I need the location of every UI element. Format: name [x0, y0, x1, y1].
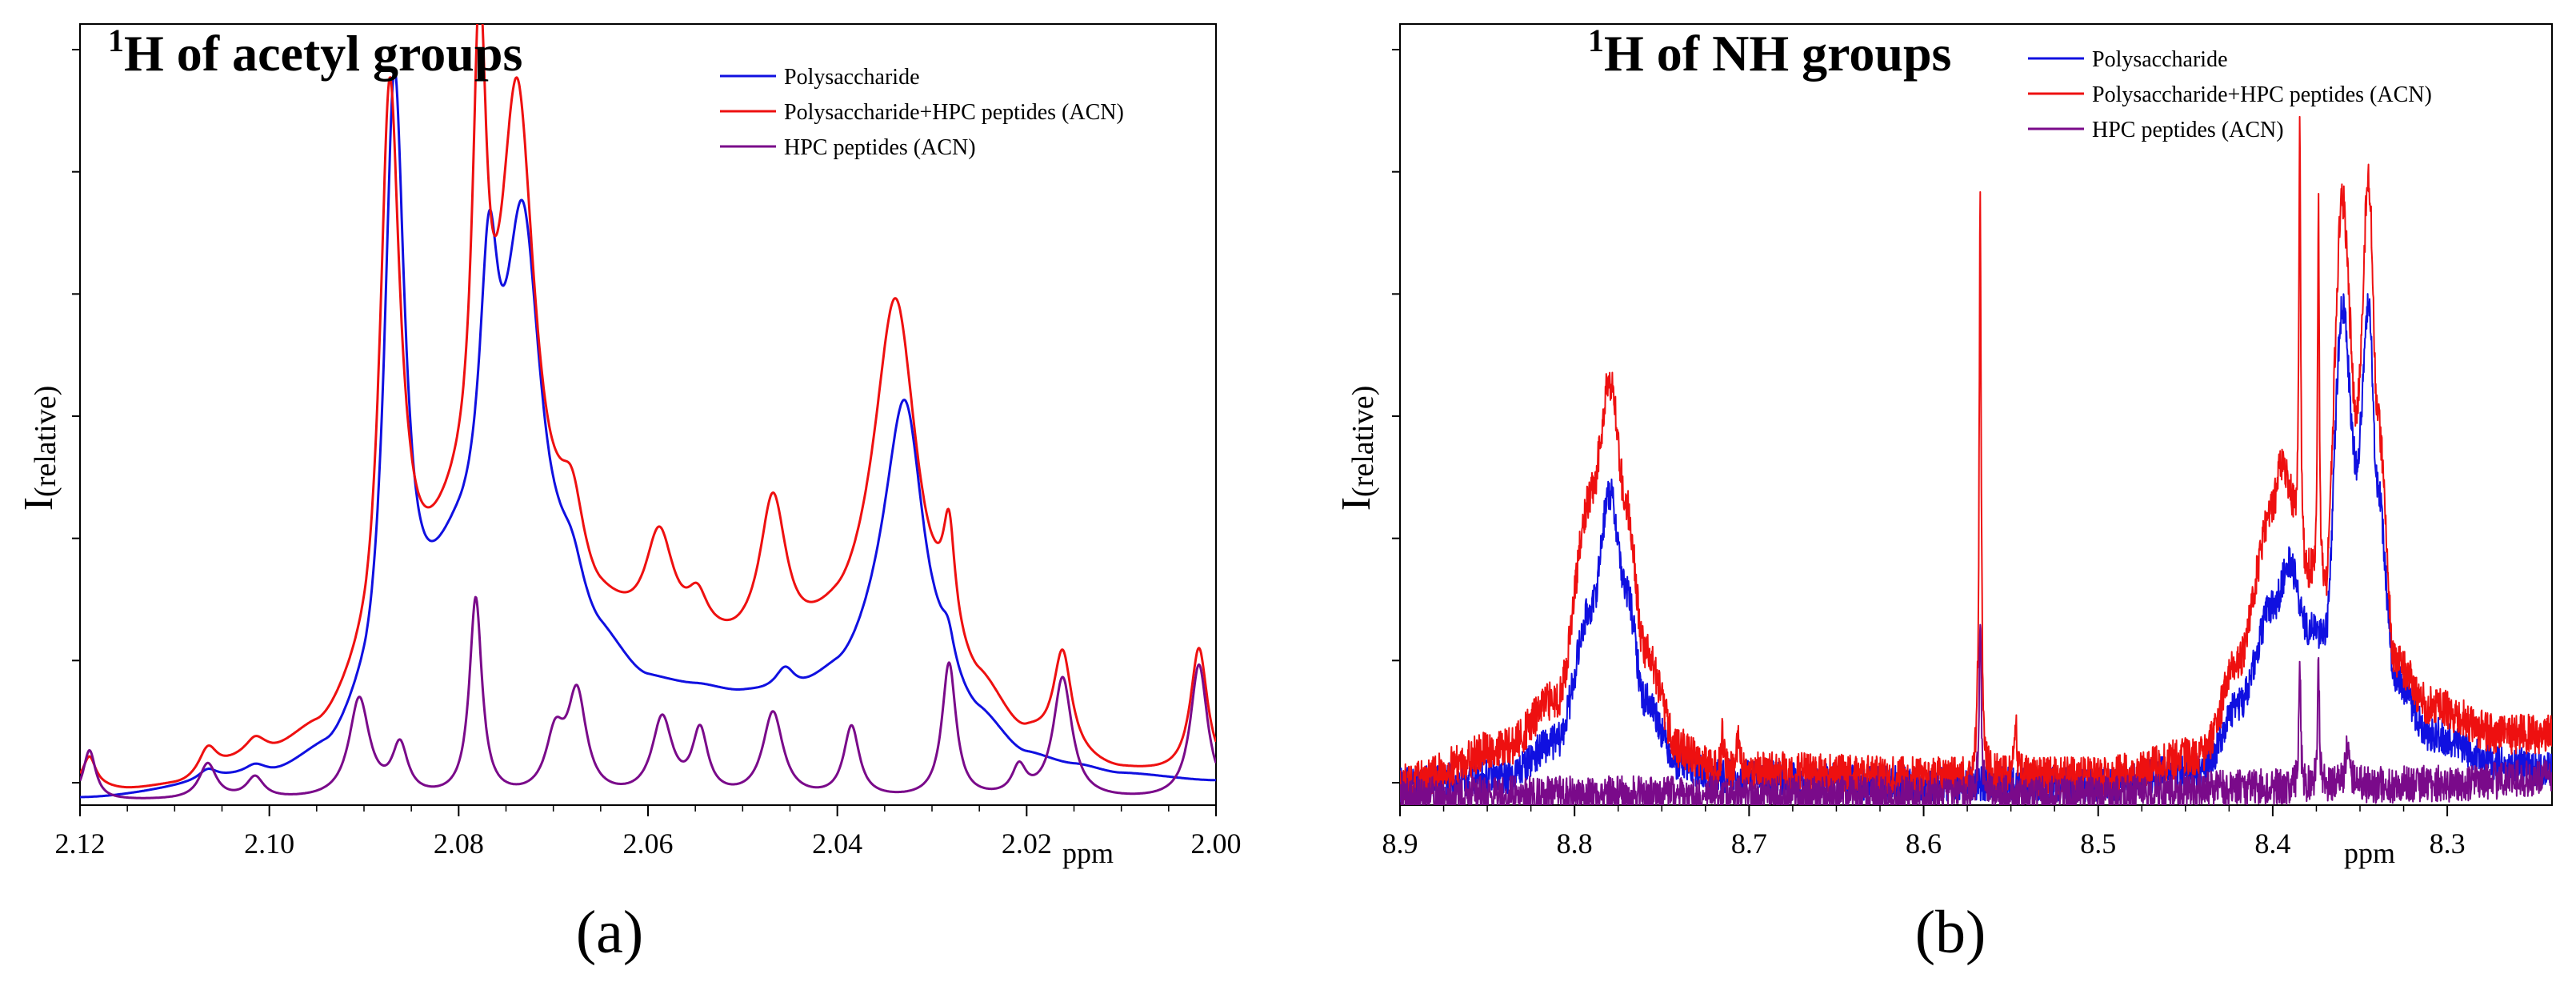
panel-a-letter: (a): [576, 899, 643, 966]
x-tick-label: 2.12: [55, 828, 106, 860]
panel-b-legend: Polysaccharide Polysaccharide+HPC peptide…: [2028, 47, 2432, 142]
panel-b-plot-frame: [1399, 23, 2553, 806]
x-tick-label: 8.7: [1731, 828, 1767, 860]
panel-a-ylabel-sub: (relative): [29, 386, 62, 497]
panel-a-x-ticks: 2.12 2.10 2.08 2.06 2.04 2.02 2.00: [55, 805, 1242, 860]
legend-label-polysaccharide: Polysaccharide: [2092, 47, 2228, 72]
legend-label-polysaccharide-hpc-peptides-acn: Polysaccharide+HPC peptides (ACN): [2092, 82, 2432, 107]
panel-b-title-text: H of NH groups: [1604, 25, 1951, 82]
panel-a-title-text: H of acetyl groups: [124, 25, 522, 82]
panel-a-x-axis-label: ppm: [1062, 837, 1114, 869]
panel-b-letter: (b): [1915, 899, 1986, 966]
panel-b-ylabel-main: I: [1334, 497, 1379, 511]
legend-label-hpc-peptides-acn: HPC peptides (ACN): [2092, 118, 2284, 142]
panel-a-series-group: [80, 24, 1216, 800]
panel-b-x-axis-label: ppm: [2344, 837, 2395, 869]
panel-b-title-sup: 1: [1588, 22, 1604, 58]
x-tick-label: 2.06: [623, 828, 674, 860]
panel-b-ylabel-sub: (relative): [1346, 386, 1380, 497]
panel-a-acetyl-chart: 2.12 2.10 2.08 2.06 2.04 2.02 2.00 1H of acety…: [16, 22, 1242, 966]
series-line-polysaccharide-hpc-peptides-acn: [1400, 115, 2552, 804]
legend-label-polysaccharide: Polysaccharide: [784, 65, 920, 90]
series-line-polysaccharide: [80, 67, 1216, 799]
panel-b-series-group: [1400, 115, 2552, 805]
x-tick-label: 8.3: [2430, 828, 2466, 860]
panel-b-y-axis-label: I(relative): [1334, 386, 1380, 511]
panel-a-title: 1H of acetyl groups: [108, 22, 522, 82]
x-tick-label: 8.8: [1557, 828, 1593, 860]
panel-a-title-sup: 1: [108, 22, 124, 58]
panel-a-y-ticks: [72, 49, 80, 784]
panel-b-x-ticks: 8.9 8.8 8.7 8.6 8.5 8.4 8.3: [1382, 805, 2466, 860]
series-line-polysaccharide-hpc-peptides-acn: [80, 24, 1216, 789]
x-tick-label: 2.00: [1191, 828, 1242, 860]
panel-a-legend: Polysaccharide Polysaccharide+HPC peptide…: [720, 65, 1124, 160]
x-tick-label: 8.6: [1906, 828, 1942, 860]
x-tick-label: 2.02: [1002, 828, 1052, 860]
legend-label-polysaccharide-hpc-peptides-acn: Polysaccharide+HPC peptides (ACN): [784, 100, 1124, 125]
x-tick-label: 8.5: [2080, 828, 2116, 860]
legend-label-hpc-peptides-acn: HPC peptides (ACN): [784, 135, 976, 160]
x-tick-label: 8.4: [2254, 828, 2290, 860]
x-tick-label: 2.04: [812, 828, 862, 860]
series-line-hpc-peptides-acn: [80, 595, 1216, 800]
panel-b-title: 1H of NH groups: [1588, 22, 1951, 82]
x-tick-label: 8.9: [1382, 828, 1418, 860]
panel-a-y-axis-label: I(relative): [16, 386, 62, 511]
series-line-hpc-peptides-acn: [1400, 623, 2552, 805]
panel-a-ylabel-main: I: [16, 497, 62, 511]
panel-b-nh-chart: 8.9 8.8 8.7 8.6 8.5 8.4 8.3 1H of NH groups I(…: [1334, 22, 2553, 966]
x-tick-label: 2.10: [244, 828, 294, 860]
panel-b-y-ticks: [1392, 49, 1400, 784]
panel-a-plot-frame: [79, 23, 1217, 806]
x-tick-label: 2.08: [434, 828, 484, 860]
